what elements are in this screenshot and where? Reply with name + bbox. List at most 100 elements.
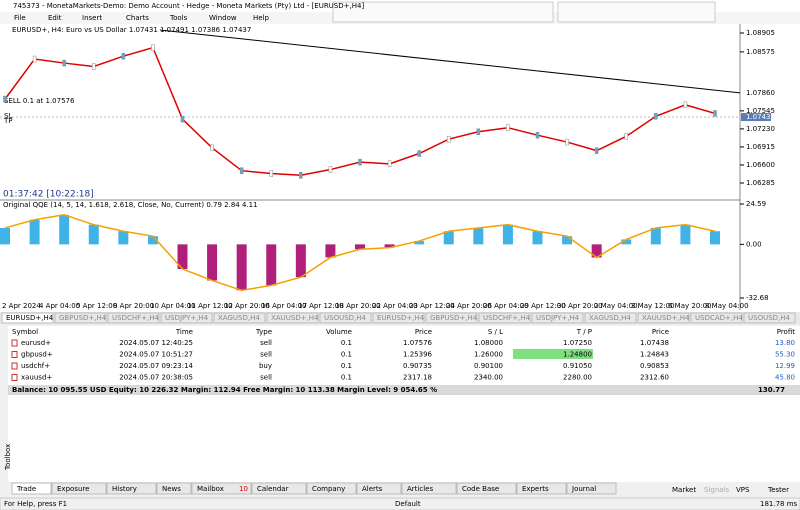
menu-item[interactable]: Insert [82,14,102,22]
chart-tab-label[interactable]: USDCAD+,H4 [695,314,743,322]
chart-tab-label[interactable]: USOUSD,H4 [324,314,367,322]
bottom-tab[interactable] [106,482,157,495]
chart-tab[interactable] [478,312,531,324]
indicator-tick-label: 0.00 [746,240,762,248]
bottom-tab[interactable] [356,482,402,495]
menu-item[interactable]: Charts [126,14,149,22]
bottom-tab-label[interactable]: Code Base [462,485,499,493]
indicator-bar [295,244,306,278]
table-cell: 0.1 [341,362,352,370]
table-header: Profit [777,328,796,336]
balance: Balance: 10 095.55 USD Equity: 10 226.32… [12,386,437,394]
indicator-bar [384,244,395,248]
right-tab[interactable]: Signals [704,486,730,494]
chart-tab[interactable] [584,312,637,324]
chart-tab[interactable] [372,312,425,324]
table-cell[interactable]: eurusd+ [21,339,51,347]
table-cell: 1.07250 [563,339,592,347]
right-tab[interactable]: Tester [767,486,789,494]
chart-tab[interactable] [107,312,160,324]
chart-tab-label[interactable]: XAUUSD+,H4 [642,314,690,322]
chart-tab[interactable] [213,312,266,324]
candle [358,158,362,166]
indicator-bar [325,244,336,258]
table-cell: 2280.00 [563,374,592,382]
indicator-bar [29,219,40,245]
candle [32,55,37,63]
indicator-bar [266,244,277,286]
chart-tab-label[interactable]: XAUUSD+,H4 [271,314,319,322]
bottom-tab[interactable] [156,482,192,495]
toolbox-label: Toolbox [4,444,12,471]
table-header: Volume [326,328,352,336]
price-tick-label: 1.08575 [746,48,775,56]
chart-tab[interactable] [54,312,107,324]
chart-tab-label[interactable]: EURUSD+,H4 [6,314,54,322]
chart-tab-label[interactable]: XAGUSD,H4 [218,314,260,322]
indicator-bar [147,236,158,245]
bottom-tab-label[interactable]: Calendar [257,485,289,493]
bottom-tab-label[interactable]: Journal [571,485,596,493]
countdown: 01:37:42 [10:22:18] [3,190,94,200]
table-header: Type [255,328,272,336]
symbol-label: EURUSD+, H4: Euro vs US Dollar 1.07431 1… [12,26,251,34]
time-label: 8 Apr 20:00 [113,302,154,310]
chart-tab[interactable] [531,312,584,324]
bottom-tab[interactable] [401,482,457,495]
menu-item[interactable]: Edit [48,14,62,22]
chart-tab-label[interactable]: GBPUSD+,H4 [430,314,478,322]
chart-tab[interactable] [425,312,478,324]
bottom-tab-label[interactable]: Alerts [362,485,383,493]
bottom-tab-label[interactable]: Trade [16,485,36,493]
table-cell[interactable]: gbpusd+ [21,351,53,359]
bottom-tab[interactable] [11,482,52,495]
candle [594,147,599,154]
chart-tab[interactable] [319,312,372,324]
right-tab[interactable]: VPS [736,486,750,494]
table-cell: 0.1 [341,374,352,382]
candle [476,128,481,136]
chart-tab-label[interactable]: USDCHF+,H4 [112,314,159,322]
chart-tab[interactable] [160,312,213,324]
right-tab[interactable]: Market [672,486,696,494]
bottom-tab-label[interactable]: Mailbox [197,485,224,493]
indicator-bar [443,231,454,245]
menu-item[interactable]: Tools [169,14,188,22]
bottom-tab[interactable] [51,482,107,495]
chart-tab[interactable] [1,312,54,324]
chart-tab[interactable] [266,312,319,324]
chart-tab[interactable] [743,312,796,324]
bottom-tab-label[interactable]: Experts [522,485,549,493]
table-cell[interactable]: xauusd+ [21,374,52,382]
sl-label: SL [4,112,12,120]
bottom-tab[interactable] [456,482,517,495]
chart-tab-label[interactable]: EURUSD+,H4 [377,314,425,322]
chart-tab-label[interactable]: USDJPY+,H4 [536,314,580,322]
bottom-tab[interactable] [191,482,252,495]
chart-tab-label[interactable]: GBPUSD+,H4 [59,314,107,322]
table-cell[interactable]: usdchf+ [21,362,50,370]
chart-tab[interactable] [637,312,690,324]
bottom-tab[interactable] [251,482,307,495]
bottom-tab-label[interactable]: Articles [407,485,433,493]
bottom-tab[interactable] [306,482,357,495]
chart-tab[interactable] [690,312,743,324]
menu-item[interactable]: Help [253,14,270,22]
menu-item[interactable]: Window [209,14,237,22]
chart-tab-label[interactable]: USOUSD,H4 [748,314,791,322]
indicator-bar [710,231,720,245]
chart-tab-label[interactable]: XAGUSD,H4 [589,314,631,322]
chart-tab-label[interactable]: USDCHF+,H4 [483,314,530,322]
bottom-tab-label[interactable]: History [112,485,137,493]
indicator-bar [680,224,691,245]
candle [624,133,628,140]
time-label: 24 Apr 20:00 [446,302,492,310]
bottom-tab-label[interactable]: Exposure [57,485,89,493]
bottom-tab-label[interactable]: Company [312,485,345,493]
bottom-tab-label[interactable]: News [162,485,181,493]
chart-tab-label[interactable]: USDJPY+,H4 [165,314,209,322]
table-header: Price [415,328,432,336]
bottom-tab[interactable] [566,482,617,495]
menu-item[interactable]: File [14,14,26,22]
bottom-tab[interactable] [516,482,567,495]
